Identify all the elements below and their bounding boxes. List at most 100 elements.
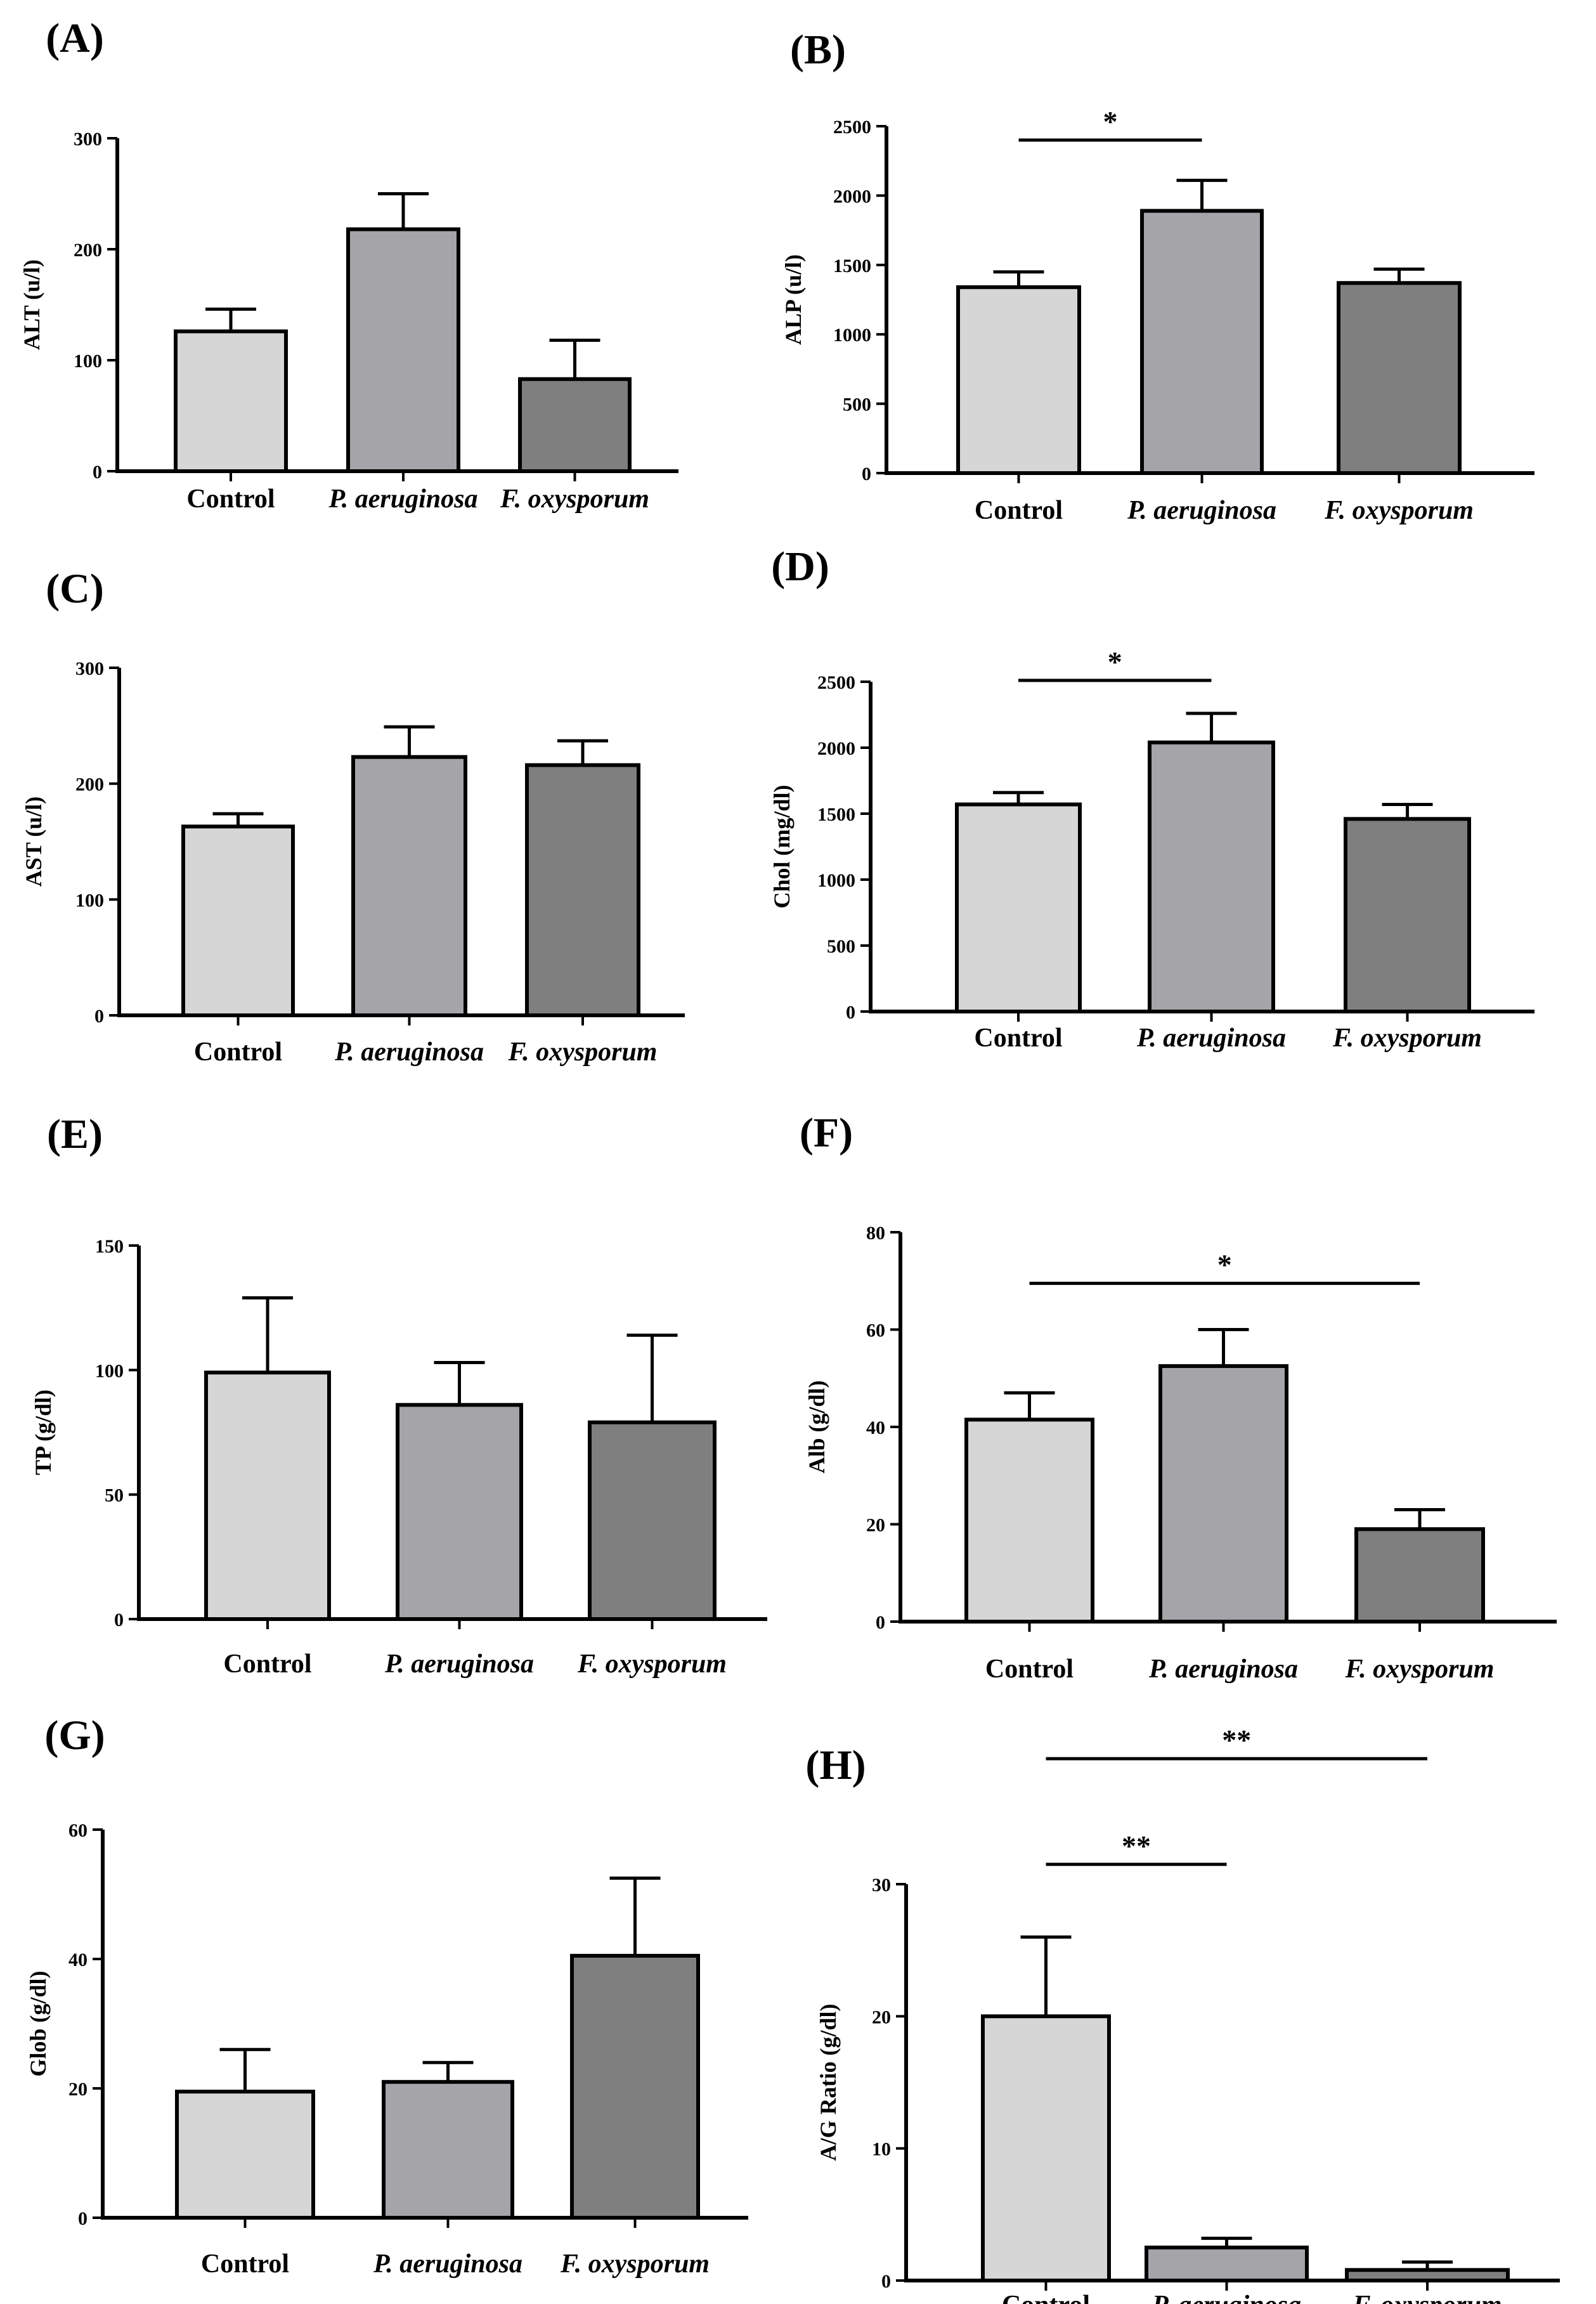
panel-f-ytick-label: 20	[866, 1515, 885, 1536]
panel-a-ytick-label: 0	[93, 462, 102, 483]
panel-d-ytick-label: 1000	[817, 870, 855, 891]
panel-f-significance-label: *	[1217, 1249, 1232, 1281]
panel-d-ytick-label: 1500	[817, 804, 855, 825]
panel-f-category-label: F. oxysporum	[1345, 1655, 1495, 1684]
panel-e-ytick-label: 0	[114, 1610, 124, 1630]
panel-g-ytick-label: 0	[78, 2208, 88, 2229]
panel-a-y-label: ALT (u/l)	[19, 259, 44, 350]
panel-d-y-label: Chol (mg/dl)	[769, 784, 795, 908]
panel-e-bar-1	[204, 1370, 331, 1621]
panel-b-ytick-label: 2500	[833, 117, 871, 138]
panel-a-ytick-label: 300	[74, 129, 102, 150]
panel-c-bar-2	[351, 755, 467, 1017]
panel-c-y-label: AST (u/l)	[21, 797, 46, 887]
panel-g-ytick-label: 40	[68, 1949, 88, 1970]
panel-d-significance-label: *	[1108, 646, 1122, 678]
panel-e-ytick-label: 100	[95, 1360, 124, 1381]
panel-f-bar-2	[1158, 1364, 1288, 1624]
panel-d-bar-1	[955, 802, 1082, 1013]
panel-h-ytick-label: 0	[881, 2271, 891, 2292]
panel-h-category-label: Control	[1002, 2291, 1090, 2304]
panel-a-ytick-label: 100	[74, 351, 102, 372]
panel-c-ytick-label: 0	[94, 1006, 104, 1027]
panel-c-ytick-label: 300	[75, 658, 104, 679]
panel-f-y-label: Alb (g/dl)	[804, 1380, 829, 1473]
panel-b-significance-label: *	[1103, 105, 1118, 138]
panel-c-ytick-label: 100	[75, 890, 104, 911]
panel-h-ytick-label: 30	[872, 1875, 891, 1896]
panel-g-y-label: Glob (g/dl)	[25, 1970, 51, 2076]
panel-g-bar-3	[570, 1953, 700, 2220]
panel-g-bar-2	[382, 2079, 514, 2220]
panel-d-category-label: F. oxysporum	[1332, 1024, 1482, 1053]
panel-b-y-label: ALP (u/l)	[781, 254, 806, 345]
panel-d-ytick-label: 2000	[817, 738, 855, 759]
panel-c-bar-3	[525, 763, 640, 1017]
panel-h-bar-1	[981, 2014, 1111, 2282]
panel-b-bar-3	[1337, 281, 1462, 475]
panel-f-label: (F)	[800, 1110, 853, 1156]
panel-c-bar-1	[181, 824, 295, 1017]
panel-g-category-label: Control	[201, 2249, 289, 2279]
panel-h-category-label: F. oxysporum	[1353, 2291, 1502, 2304]
panel-b-category-label: Control	[975, 496, 1063, 525]
panel-e-category-label: Control	[223, 1650, 311, 1679]
panel-h-category-label: P. aeruginosa	[1152, 2291, 1301, 2304]
panel-h-ytick-label: 20	[872, 2007, 891, 2027]
panel-b-ytick-label: 2000	[833, 186, 871, 207]
panel-f-ytick-label: 40	[866, 1417, 885, 1438]
panel-d-category-label: Control	[974, 1024, 1062, 1053]
panel-f-ytick-label: 60	[866, 1320, 885, 1341]
panel-f-ytick-label: 0	[876, 1612, 885, 1633]
panel-f-category-label: P. aeruginosa	[1148, 1655, 1298, 1684]
panel-f-bar-1	[964, 1417, 1094, 1624]
panel-d-bar-2	[1148, 740, 1275, 1014]
panel-d-category-label: P. aeruginosa	[1136, 1024, 1286, 1053]
panel-e-ytick-label: 150	[95, 1236, 124, 1257]
panel-h-y-label: A/G Ratio (g/dl)	[815, 2004, 841, 2161]
panel-h-bar-2	[1145, 2245, 1309, 2283]
panel-b-category-label: F. oxysporum	[1324, 496, 1474, 525]
panel-e-label: (E)	[47, 1111, 103, 1157]
panel-d-ytick-label: 2500	[817, 672, 855, 693]
panel-c-category-label: P. aeruginosa	[334, 1038, 484, 1067]
panel-e-category-label: F. oxysporum	[577, 1650, 727, 1679]
panel-b-ytick-label: 500	[843, 394, 871, 415]
panel-g-ytick-label: 60	[68, 1820, 88, 1841]
panel-e-bar-3	[588, 1420, 717, 1621]
panel-h-ytick-label: 10	[872, 2139, 891, 2160]
panel-a-label: (A)	[46, 15, 104, 62]
panel-c-category-label: Control	[194, 1038, 282, 1067]
panel-d-label: (D)	[771, 543, 829, 590]
panel-a-bar-3	[518, 377, 632, 473]
panel-c-label: (C)	[46, 566, 104, 612]
panel-g-category-label: F. oxysporum	[560, 2249, 710, 2279]
panel-e-category-label: P. aeruginosa	[384, 1650, 534, 1679]
panel-g-ytick-label: 20	[68, 2079, 88, 2100]
panel-g-bar-1	[175, 2090, 315, 2220]
panel-h-significance-label: **	[1222, 1724, 1251, 1756]
panel-d-bar-3	[1344, 817, 1471, 1013]
panel-a-category-label: Control	[186, 485, 275, 514]
panel-h-significance-label: **	[1122, 1830, 1151, 1862]
panel-e-bar-2	[396, 1403, 523, 1621]
panel-b-ytick-label: 1500	[833, 256, 871, 277]
panel-b-category-label: P. aeruginosa	[1127, 496, 1276, 525]
panel-b-ytick-label: 1000	[833, 325, 871, 346]
panel-h-label: (H)	[805, 1742, 866, 1788]
panel-b-bar-2	[1140, 209, 1264, 475]
panel-e-y-label: TP (g/dl)	[30, 1390, 56, 1475]
panel-a-ytick-label: 200	[74, 240, 102, 261]
panel-b-ytick-label: 0	[862, 464, 871, 485]
panel-a-category-label: P. aeruginosa	[328, 485, 478, 514]
panel-d-ytick-label: 0	[846, 1002, 855, 1023]
panel-f-bar-3	[1354, 1527, 1485, 1624]
panel-f-category-label: Control	[985, 1655, 1074, 1684]
panel-f-ytick-label: 80	[866, 1223, 885, 1244]
panel-d-ytick-label: 500	[827, 936, 855, 957]
panel-e-ytick-label: 50	[105, 1485, 124, 1506]
panel-b-label: (B)	[790, 27, 846, 73]
panel-g-category-label: P. aeruginosa	[373, 2249, 522, 2279]
panel-b-bar-1	[956, 285, 1081, 475]
